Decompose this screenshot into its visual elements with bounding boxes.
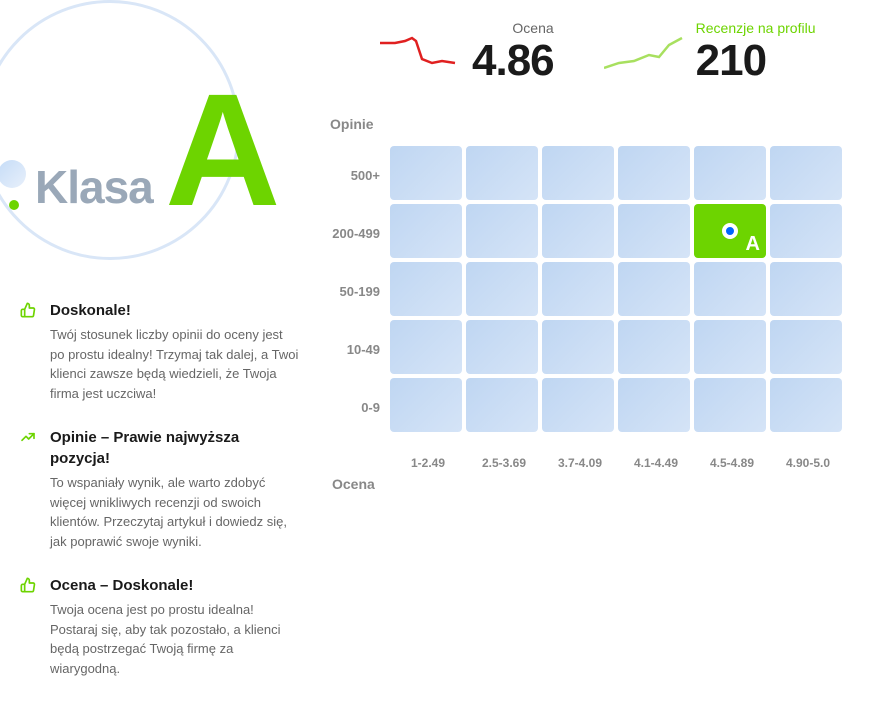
metric-score: Ocena 4.86	[380, 20, 554, 86]
grid-cell	[770, 146, 842, 200]
grid-cell	[770, 378, 842, 432]
metrics-row: Ocena 4.86 Recenzje na profilu 210	[320, 20, 886, 86]
feedback-item: Opinie – Prawie najwyższa pozycja!To wsp…	[20, 427, 300, 551]
grid-cell	[466, 146, 538, 200]
feedback-content: Opinie – Prawie najwyższa pozycja!To wsp…	[50, 427, 300, 551]
badge-dot	[9, 200, 19, 210]
heatmap-grid: Opinie 500+200-49950-19910-490-9 A Ocena…	[320, 116, 886, 470]
grid-cell	[466, 378, 538, 432]
feedback-item: Doskonale! Twój stosunek liczby opinii do…	[20, 300, 300, 403]
grid-cell	[390, 204, 462, 258]
grid-cell	[390, 262, 462, 316]
grid-cells: A	[390, 146, 842, 432]
y-tick: 50-199	[320, 262, 390, 320]
y-tick: 0-9	[320, 378, 390, 436]
x-tick: 1-2.49	[390, 456, 466, 470]
y-tick: 10-49	[320, 320, 390, 378]
feedback-title: Opinie – Prawie najwyższa pozycja!	[50, 427, 300, 469]
grid-row	[390, 262, 842, 316]
grid-cell	[770, 320, 842, 374]
grid-cell	[466, 320, 538, 374]
badge-letter: A	[165, 70, 273, 230]
metric-reviews: Recenzje na profilu 210	[604, 20, 816, 86]
thumb-up-icon	[20, 300, 38, 403]
feedback-text: Twoja ocena jest po prostu idealna! Post…	[50, 600, 300, 678]
x-axis-label: Ocena	[332, 476, 375, 492]
grid-cell	[466, 204, 538, 258]
grid-cell	[542, 378, 614, 432]
grid-cell	[694, 320, 766, 374]
y-axis: 500+200-49950-19910-490-9	[320, 146, 390, 436]
feedback-item: Ocena – Doskonale! Twoja ocena jest po pr…	[20, 575, 300, 678]
right-panel: Ocena 4.86 Recenzje na profilu 210 Opini…	[320, 20, 886, 702]
grid-row: A	[390, 204, 842, 258]
grid-cell	[618, 378, 690, 432]
grid-cell	[694, 146, 766, 200]
feedback-title: Doskonale!	[50, 300, 300, 321]
trend-up-icon	[20, 427, 38, 551]
grid-cell	[618, 146, 690, 200]
score-sparkline	[380, 33, 460, 73]
thumb-up-icon	[20, 575, 38, 678]
grid-cell	[694, 262, 766, 316]
grid-cell	[618, 320, 690, 374]
grid-cell	[542, 320, 614, 374]
feedback-text: To wspaniały wynik, ale warto zdobyć wię…	[50, 473, 300, 551]
score-label: Ocena	[472, 20, 554, 36]
dashboard-container: Klasa A Doskonale! Twój stosunek liczby o…	[0, 0, 896, 722]
y-axis-label: Opinie	[330, 116, 374, 132]
y-tick: 200-499	[320, 204, 390, 262]
grid-row	[390, 146, 842, 200]
grid-cell	[542, 146, 614, 200]
reviews-label: Recenzje na profilu	[696, 20, 816, 36]
x-tick: 4.1-4.49	[618, 456, 694, 470]
feedback-text: Twój stosunek liczby opinii do oceny jes…	[50, 325, 300, 403]
grid-cell	[770, 204, 842, 258]
x-tick: 4.5-4.89	[694, 456, 770, 470]
grid-cell	[542, 262, 614, 316]
x-tick: 4.90-5.0	[770, 456, 846, 470]
grid-cell	[390, 320, 462, 374]
x-axis: 1-2.492.5-3.693.7-4.094.1-4.494.5-4.894.…	[390, 456, 886, 470]
grid-cell	[694, 378, 766, 432]
grid-cell	[542, 204, 614, 258]
grid-cell	[618, 204, 690, 258]
left-panel: Klasa A Doskonale! Twój stosunek liczby o…	[10, 20, 320, 702]
x-tick: 2.5-3.69	[466, 456, 542, 470]
x-tick: 3.7-4.09	[542, 456, 618, 470]
class-badge: Klasa A	[10, 20, 300, 270]
active-letter: A	[746, 233, 760, 256]
grid-cell	[390, 146, 462, 200]
grid-cell	[390, 378, 462, 432]
feedback-list: Doskonale! Twój stosunek liczby opinii do…	[10, 300, 300, 678]
grid-cell	[466, 262, 538, 316]
y-tick: 500+	[320, 146, 390, 204]
reviews-value: 210	[696, 36, 816, 86]
score-value: 4.86	[472, 36, 554, 86]
grid-cell	[770, 262, 842, 316]
feedback-content: Doskonale! Twój stosunek liczby opinii do…	[50, 300, 300, 403]
active-marker	[722, 223, 738, 239]
reviews-sparkline	[604, 33, 684, 73]
grid-cell	[618, 262, 690, 316]
badge-prefix: Klasa	[35, 160, 153, 214]
grid-row	[390, 320, 842, 374]
feedback-content: Ocena – Doskonale! Twoja ocena jest po pr…	[50, 575, 300, 678]
grid-row	[390, 378, 842, 432]
grid-cell: A	[694, 204, 766, 258]
feedback-title: Ocena – Doskonale!	[50, 575, 300, 596]
